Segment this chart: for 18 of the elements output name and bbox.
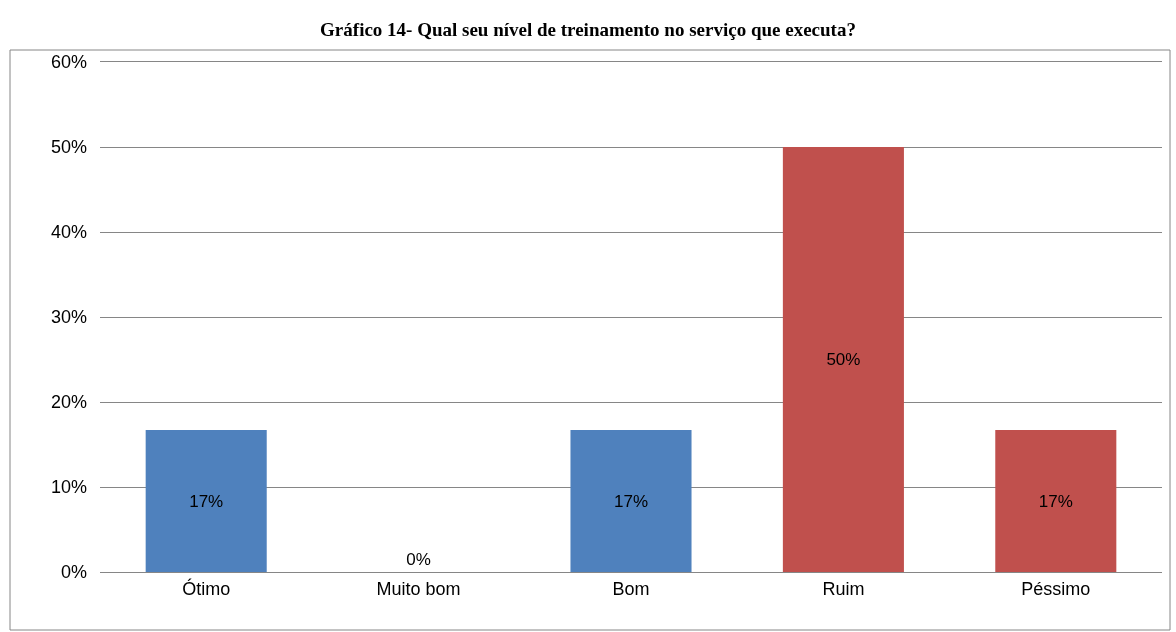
y-tick-label: 40% xyxy=(50,222,87,243)
y-tick-label: 10% xyxy=(50,477,87,498)
data-label: 17% xyxy=(189,491,224,511)
x-tick-label: Muito bom xyxy=(376,578,461,599)
x-tick-label: Péssimo xyxy=(1021,578,1091,599)
chart-title: Gráfico 14- Qual seu nível de treinamento no serviço que executa? xyxy=(320,19,856,41)
y-tick-label: 0% xyxy=(60,562,87,583)
data-label: 17% xyxy=(613,491,649,511)
data-label: 50% xyxy=(826,350,861,369)
data-label: 0% xyxy=(406,550,431,569)
y-tick-label: 30% xyxy=(50,307,87,328)
x-tick-label: Ruim xyxy=(822,578,865,599)
y-tick-label: 50% xyxy=(50,137,87,158)
y-tick-label: 20% xyxy=(50,392,87,413)
data-label: 17% xyxy=(1038,491,1073,511)
x-tick-label: Ótimo xyxy=(182,577,231,599)
y-tick-label: 60% xyxy=(50,52,87,73)
x-tick-label: Bom xyxy=(612,578,650,599)
